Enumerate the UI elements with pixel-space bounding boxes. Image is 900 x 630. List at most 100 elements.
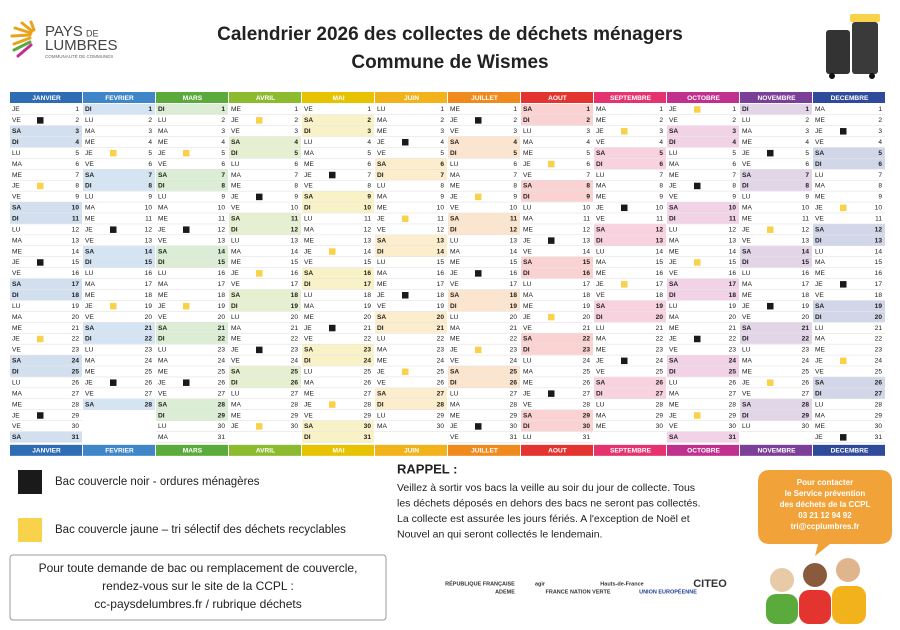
day-number: 22 bbox=[802, 336, 810, 343]
day-number: 20 bbox=[583, 314, 591, 321]
day-number: 19 bbox=[510, 303, 518, 310]
day-number: 10 bbox=[218, 205, 226, 212]
day-number: 2 bbox=[221, 117, 225, 124]
collection-marker bbox=[767, 226, 774, 233]
weekday: JE bbox=[669, 259, 677, 266]
weekday: DI bbox=[158, 412, 165, 419]
day-number: 21 bbox=[291, 325, 299, 332]
month-header bbox=[375, 92, 447, 103]
month-name: MARS bbox=[183, 448, 203, 455]
day-number: 8 bbox=[221, 183, 225, 190]
weekday: SA bbox=[669, 205, 678, 212]
weekday: ME bbox=[596, 423, 606, 430]
collection-marker bbox=[402, 215, 409, 222]
month-name: NOVEMBRE bbox=[757, 448, 796, 455]
weekday: ME bbox=[523, 303, 533, 310]
weekday: SA bbox=[596, 150, 605, 157]
weekday: MA bbox=[85, 128, 95, 135]
weekday: JE bbox=[815, 281, 823, 288]
month-name: JANVIER bbox=[32, 95, 61, 102]
weekday: SA bbox=[523, 336, 532, 343]
weekend-band bbox=[448, 136, 520, 148]
day-number: 24 bbox=[364, 358, 372, 365]
month-header bbox=[667, 92, 739, 103]
weekday: SA bbox=[377, 390, 386, 397]
weekday: LU bbox=[158, 347, 167, 354]
weekday: SA bbox=[523, 412, 532, 419]
day-number: 9 bbox=[513, 194, 517, 201]
weekday: DI bbox=[12, 139, 19, 146]
day-number: 18 bbox=[291, 292, 299, 299]
month-header bbox=[229, 92, 301, 103]
day-number: 27 bbox=[510, 390, 518, 397]
day-number: 13 bbox=[729, 237, 737, 244]
collection-marker bbox=[767, 149, 774, 157]
day-number: 2 bbox=[294, 117, 298, 124]
weekday: VE bbox=[158, 390, 167, 397]
website-box bbox=[9, 554, 387, 621]
day-number: 7 bbox=[732, 172, 736, 179]
month-footer bbox=[229, 444, 301, 456]
weekday: ME bbox=[815, 423, 825, 430]
day-number: 13 bbox=[437, 237, 445, 244]
weekday: MA bbox=[669, 390, 679, 397]
weekday: MA bbox=[304, 226, 314, 233]
day-number: 29 bbox=[437, 412, 445, 419]
weekday: MA bbox=[815, 336, 825, 343]
month-name: MAI bbox=[332, 95, 344, 102]
weekend-band bbox=[156, 246, 228, 257]
day-number: 17 bbox=[656, 281, 664, 288]
weekday: DI bbox=[85, 336, 92, 343]
day-number: 13 bbox=[802, 237, 810, 244]
weekday: ME bbox=[85, 292, 95, 299]
day-number: 6 bbox=[294, 161, 298, 168]
weekday: LU bbox=[523, 281, 532, 288]
weekday: VE bbox=[523, 248, 532, 255]
weekend-band bbox=[813, 224, 885, 235]
day-number: 23 bbox=[875, 347, 883, 354]
weekday: ME bbox=[377, 205, 387, 212]
day-number: 18 bbox=[145, 292, 153, 299]
month-header bbox=[10, 92, 82, 103]
weekday: LU bbox=[377, 183, 386, 190]
weekday: VE bbox=[742, 314, 751, 321]
day-number: 10 bbox=[437, 205, 445, 212]
day-number: 6 bbox=[805, 161, 809, 168]
day-number: 10 bbox=[802, 205, 810, 212]
weekday: SA bbox=[815, 379, 824, 386]
logo-label: Hauts-de-France bbox=[600, 581, 643, 587]
weekday: ME bbox=[85, 216, 95, 223]
day-number: 28 bbox=[729, 401, 737, 408]
weekday: LU bbox=[158, 270, 167, 277]
weekday: ME bbox=[815, 347, 825, 354]
day-number: 28 bbox=[218, 401, 226, 408]
weekday: MA bbox=[85, 205, 95, 212]
collection-marker bbox=[475, 423, 482, 430]
weekend-band bbox=[375, 399, 447, 410]
collection-marker bbox=[37, 335, 44, 343]
weekend-band bbox=[229, 224, 301, 235]
weekend-band bbox=[229, 213, 301, 224]
weekday: JE bbox=[231, 347, 239, 354]
weekday: ME bbox=[450, 412, 460, 419]
day-number: 6 bbox=[659, 161, 663, 168]
day-number: 27 bbox=[145, 390, 153, 397]
day-number: 28 bbox=[510, 401, 518, 408]
weekday: SA bbox=[85, 172, 94, 179]
day-number: 12 bbox=[510, 226, 518, 233]
day-number: 5 bbox=[513, 150, 517, 157]
month-footer bbox=[10, 444, 82, 456]
weekday: ME bbox=[815, 270, 825, 277]
weekday: ME bbox=[742, 369, 752, 376]
day-number: 22 bbox=[437, 336, 445, 343]
weekday: MA bbox=[231, 325, 241, 332]
weekday: DI bbox=[742, 183, 749, 190]
weekday: VE bbox=[596, 292, 605, 299]
weekday: MA bbox=[304, 303, 314, 310]
weekday: MA bbox=[815, 106, 825, 113]
day-number: 25 bbox=[656, 369, 664, 376]
day-number: 30 bbox=[875, 423, 883, 430]
day-number: 28 bbox=[364, 401, 372, 408]
weekday: SA bbox=[158, 172, 167, 179]
